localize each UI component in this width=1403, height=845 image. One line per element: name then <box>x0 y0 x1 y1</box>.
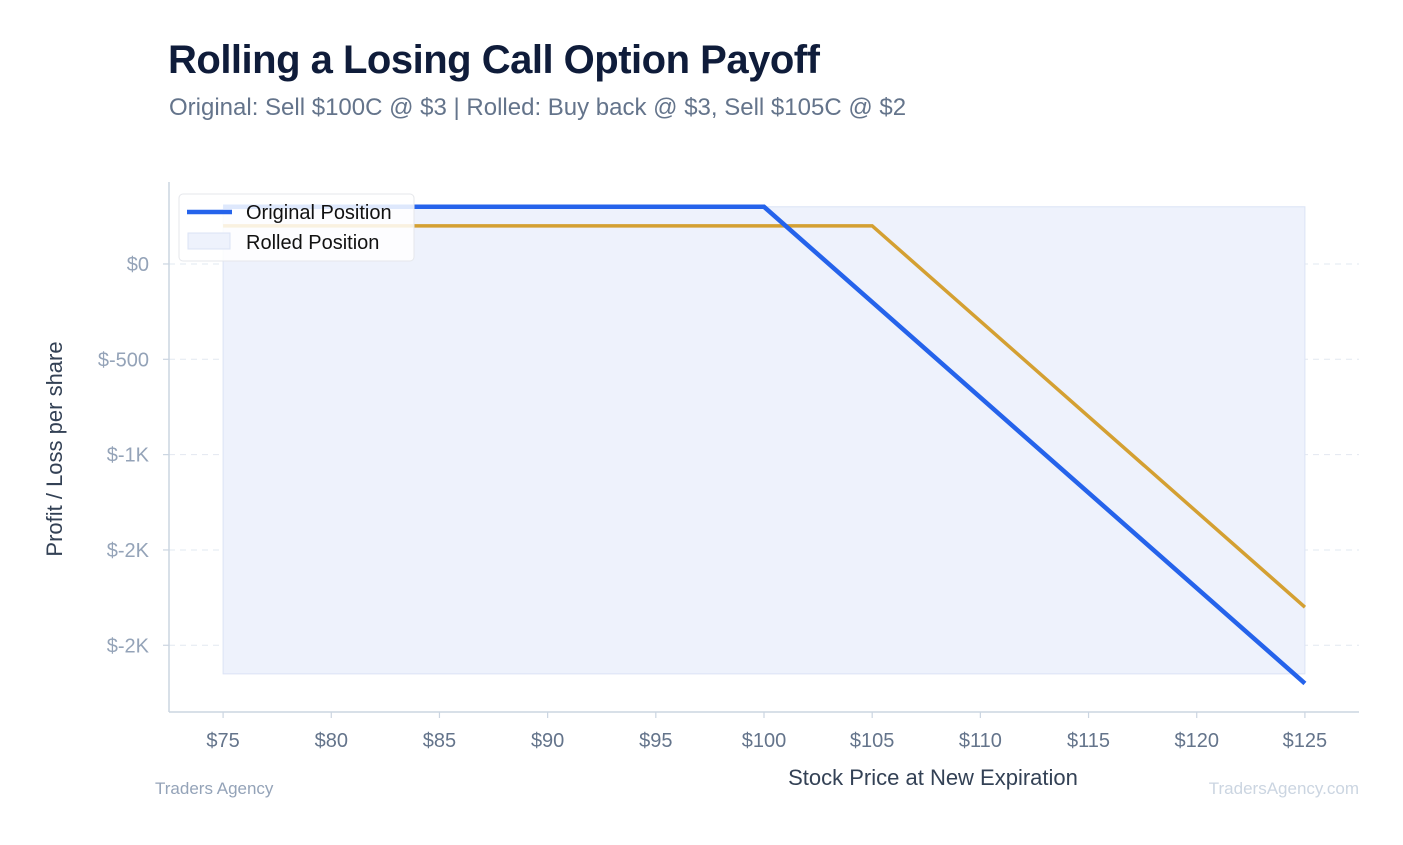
y-tick-labels: $0 $-500 $-1K $-2K $-2K <box>98 254 169 657</box>
y-tick-label: $0 <box>127 254 149 276</box>
chart-title: Rolling a Losing Call Option Payoff <box>168 38 820 82</box>
y-tick-label: $-2K <box>107 635 150 657</box>
legend-label-rolled: Rolled Position <box>246 232 379 254</box>
x-tick-label: $80 <box>315 730 348 752</box>
y-tick-label: $-1K <box>107 445 150 467</box>
shaded-region <box>222 206 1306 675</box>
x-axis-title: Stock Price at New Expiration <box>788 765 1078 790</box>
x-tick-label: $125 <box>1283 730 1328 752</box>
x-tick-label: $105 <box>850 730 895 752</box>
x-tick-label: $85 <box>423 730 456 752</box>
legend-box <box>178 193 415 262</box>
x-tick-label: $100 <box>742 730 787 752</box>
x-tick-label: $95 <box>639 730 672 752</box>
x-tick-label: $120 <box>1174 730 1219 752</box>
series-line-rolled <box>223 224 1307 609</box>
x-tick-label: $110 <box>959 730 1002 752</box>
x-tick-label: $90 <box>531 730 564 752</box>
legend-label-original: Original Position <box>246 202 392 224</box>
legend: Original Position Rolled Position <box>178 193 415 262</box>
y-tick-label: $-500 <box>98 349 149 371</box>
y-axis-title: Profit / Loss per share <box>42 341 67 556</box>
x-tick-labels: $75 $80 $85 $90 $95 $100 $105 $110 $115 $120 $125 <box>206 712 1327 752</box>
chart-subtitle: Original: Sell $100C @ $3 | Rolled: Buy … <box>169 94 907 121</box>
legend-swatch-rolled <box>187 232 231 250</box>
footer-brand: Traders Agency <box>155 779 274 798</box>
x-tick-label: $75 <box>206 730 239 752</box>
footer-url: TradersAgency.com <box>1208 779 1359 798</box>
shaded-area <box>222 206 1306 675</box>
x-tick-label: $115 <box>1067 730 1110 752</box>
y-tick-label: $-2K <box>107 540 150 562</box>
